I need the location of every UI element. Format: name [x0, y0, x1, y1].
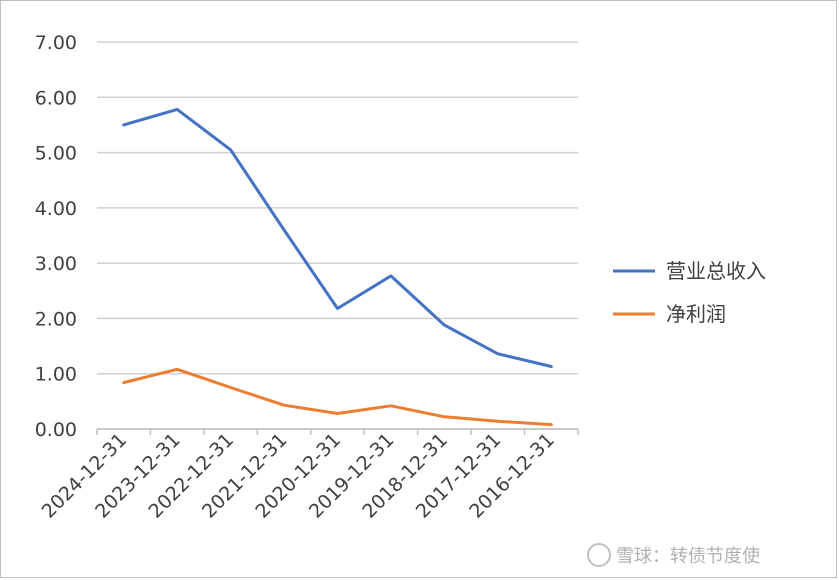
y-tick-label: 3.00	[35, 253, 77, 275]
snowball-logo-icon	[587, 543, 611, 567]
gridlines	[97, 41, 578, 430]
watermark-text: 雪球：转债节度使	[616, 546, 760, 567]
y-tick-label: 5.00	[35, 143, 77, 165]
watermark: 雪球：转债节度使	[587, 543, 760, 567]
series-line-0	[122, 107, 553, 368]
y-tick-label: 2.00	[35, 308, 77, 330]
legend-label: 净利润	[666, 302, 726, 326]
y-tick-label: 1.00	[35, 364, 77, 386]
y-axis: 7.00 6.00 5.00 4.00 3.00 2.00 1.00 0.00	[35, 32, 77, 441]
legend-label: 营业总收入	[666, 259, 766, 283]
x-axis: 2024-12-312023-12-312022-12-312021-12-31…	[38, 428, 579, 523]
y-tick-label: 6.00	[35, 87, 77, 109]
y-tick-label: 4.00	[35, 198, 77, 220]
y-tick-label: 7.00	[35, 32, 77, 54]
series-group	[122, 107, 553, 427]
series-line-1	[122, 367, 553, 427]
y-tick-label: 0.00	[35, 419, 77, 441]
